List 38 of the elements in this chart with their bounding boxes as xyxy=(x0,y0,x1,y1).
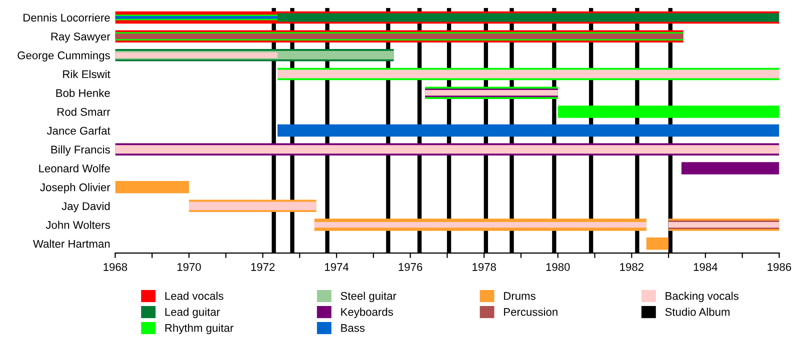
y-tick-label: Jay David xyxy=(62,202,110,212)
x-tick-label: 1972 xyxy=(251,263,275,271)
x-tick-label: 1974 xyxy=(325,263,349,271)
legend-label: Percussion xyxy=(504,308,558,316)
legend-label: Keyboards xyxy=(341,308,393,318)
legend-label: Lead vocals xyxy=(165,292,224,300)
legend-label: Drums xyxy=(504,292,536,300)
y-tick-label: Joseph Olivier xyxy=(40,183,110,194)
bar xyxy=(558,106,780,118)
legend-label: Backing vocals xyxy=(666,292,738,302)
y-tick-label: Leonard Wolfe xyxy=(39,164,110,172)
bar xyxy=(115,180,189,194)
x-tick-label: 1976 xyxy=(398,263,422,271)
x-tick-label: 1978 xyxy=(472,263,496,271)
x-tick-label: 1968 xyxy=(104,263,128,271)
y-tick-label: Rik Elswit xyxy=(63,70,110,78)
x-tick-label: 1986 xyxy=(768,263,792,271)
y-tick-label: Rod Smarr xyxy=(58,108,110,116)
x-tick-label: 1982 xyxy=(620,263,644,271)
x-tick-label: 1984 xyxy=(694,263,718,271)
bar xyxy=(314,222,646,228)
legend-label: Bass xyxy=(341,324,365,332)
legend-label: Steel guitar xyxy=(340,292,396,302)
bar xyxy=(681,162,780,174)
y-tick-label: Jance Garfat xyxy=(46,126,110,135)
y-tick-label: George Cummings xyxy=(18,51,110,62)
x-tick-label: 1980 xyxy=(546,263,570,271)
legend-label: Rhythm guitar xyxy=(165,324,234,334)
y-tick-label: John Wolters xyxy=(46,220,110,229)
legend-label: Studio Album xyxy=(665,308,730,316)
legend-label: Lead guitar xyxy=(165,308,220,318)
x-tick-label: 1970 xyxy=(177,263,201,271)
y-tick-label: Ray Sawyer xyxy=(51,32,110,43)
bar xyxy=(646,238,669,250)
y-tick-label: Bob Henke xyxy=(56,88,110,97)
y-tick-label: Dennis Locorriere xyxy=(24,13,110,22)
y-tick-label: Billy Francis xyxy=(51,145,110,156)
y-tick-label: Walter Hartman xyxy=(33,240,110,248)
